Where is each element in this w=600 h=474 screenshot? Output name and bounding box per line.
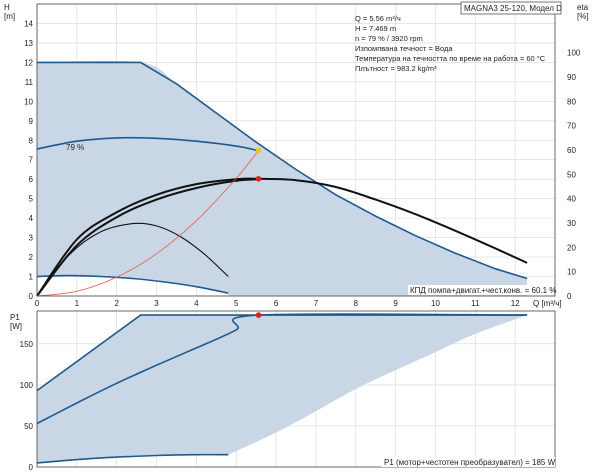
power-axis-unit: [W] <box>10 322 22 331</box>
info-line-liquid: Изпомпвана течност = Вода <box>355 44 453 53</box>
plot-frame <box>36 3 556 297</box>
power-chart-axes: 0 50 100 150 <box>20 310 556 472</box>
head-chart-curves <box>36 61 528 297</box>
x-tick-label: 7 <box>314 299 319 308</box>
y-tick-label: 13 <box>24 39 33 48</box>
eta-tick-label: 10 <box>567 268 576 277</box>
y-tick-label: 0 <box>29 292 34 301</box>
y-tick-label: 9 <box>29 117 34 126</box>
efficiency-label-box <box>408 285 554 295</box>
info-block: Q = 5.56 m³/ч H = 7.469 m n = 79 % / 392… <box>355 14 546 73</box>
x-tick-label: 11 <box>471 299 480 308</box>
eta-axis-unit: [%] <box>577 12 589 21</box>
duty-curve-label: 79 % <box>66 143 84 152</box>
curve-eta-duty <box>36 178 259 297</box>
eta-axis-label: eta <box>577 3 589 12</box>
power-label-box <box>381 457 555 467</box>
power-chart-curves <box>36 312 528 464</box>
y-tick-label: 5 <box>29 195 34 204</box>
y-tick-label: 10 <box>24 97 33 106</box>
eta-tick-label: 20 <box>567 243 576 252</box>
model-label: MAGNA3 25-120, Модел D <box>464 4 562 13</box>
y-tick-label: 50 <box>24 422 33 431</box>
curve-min-curve <box>36 274 229 294</box>
power-axis-label: P1 <box>10 313 20 322</box>
x-tick-label: 12 <box>511 299 520 308</box>
curve-p1-min <box>36 453 229 464</box>
curve-eta-min <box>36 222 229 297</box>
info-line-speed: n = 79 % / 3920 rpm <box>355 34 423 43</box>
x-tick-label: 4 <box>194 299 199 308</box>
efficiency-label: КПД помпа+двигат.+чест.конв. = 60.1 % <box>410 286 556 295</box>
power-label: P1 (мотор+честотен преобразувател) = 185… <box>384 458 556 467</box>
eta-tick-label: 40 <box>567 195 576 204</box>
eta-tick-label: 60 <box>567 146 576 155</box>
y-tick-label: 7 <box>29 156 34 165</box>
y-tick-label: 11 <box>25 78 34 87</box>
y-tick-label: 2 <box>29 253 34 262</box>
y-tick-label: 14 <box>24 19 33 28</box>
y-tick-label: 0 <box>29 463 34 472</box>
x-tick-label: 9 <box>393 299 398 308</box>
y-tick-label: 8 <box>29 136 34 145</box>
flow-axis-label: Q [m³/ч] <box>533 299 562 308</box>
eta-tick-label: 0 <box>567 292 572 301</box>
head-axis-unit: [m] <box>4 12 15 21</box>
x-tick-label: 3 <box>154 299 159 308</box>
x-tick-label: 10 <box>431 299 440 308</box>
duty-point <box>255 147 262 154</box>
y-tick-label: 12 <box>24 58 33 67</box>
curve-p1-max <box>36 314 528 392</box>
eta-tick-label: 90 <box>567 73 576 82</box>
curve-duty-curve <box>36 136 259 152</box>
x-tick-label: 0 <box>35 299 40 308</box>
x-tick-label: 5 <box>234 299 239 308</box>
eta-tick-label: 100 <box>567 49 581 58</box>
curve-p1-duty <box>36 313 528 425</box>
eta-tick-label: 70 <box>567 122 576 131</box>
y-tick-label: 4 <box>29 214 34 223</box>
power-operating-area <box>37 315 528 463</box>
curve-eta-max <box>36 177 528 297</box>
info-line-temperature: Температура на течността по време на раб… <box>355 54 546 63</box>
eta-tick-label: 80 <box>567 97 576 106</box>
y-tick-label: 1 <box>29 273 34 282</box>
y-tick-label: 150 <box>20 340 34 349</box>
eta-tick-label: 30 <box>567 219 576 228</box>
x-tick-label: 8 <box>354 299 359 308</box>
power-duty-point <box>255 312 262 318</box>
plot-frame <box>36 310 556 468</box>
y-tick-label: 100 <box>20 381 34 390</box>
info-line-head: H = 7.469 m <box>355 24 396 33</box>
model-box <box>460 1 562 15</box>
y-tick-label: 6 <box>29 175 34 184</box>
y-tick-label: 3 <box>29 234 34 243</box>
x-tick-label: 2 <box>114 299 119 308</box>
x-tick-label: 1 <box>75 299 80 308</box>
eta-tick-label: 50 <box>567 170 576 179</box>
info-line-density: Плътност = 983.2 kg/m³ <box>355 64 437 73</box>
curve-system-curve <box>36 150 259 297</box>
x-tick-label: 6 <box>274 299 279 308</box>
power-operating-area-fill <box>37 315 528 463</box>
head-axis-label: H <box>4 3 10 12</box>
info-line-flow: Q = 5.56 m³/ч <box>355 14 401 23</box>
duty-point <box>255 176 262 182</box>
